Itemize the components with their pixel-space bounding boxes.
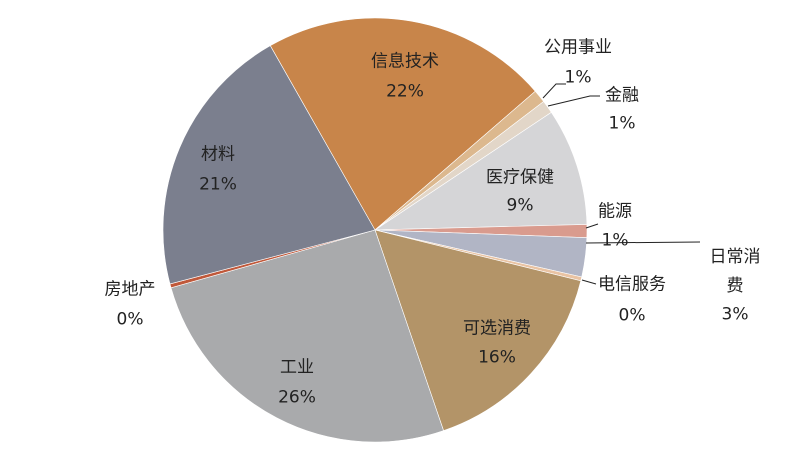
value-label: 3% [721, 304, 749, 325]
leader-line [581, 279, 597, 285]
slice-label: 材料 [201, 144, 235, 165]
value-label: 1% [564, 67, 592, 88]
value-label: 0% [618, 305, 646, 326]
pie-slice [170, 229, 444, 443]
slice-label: 金融 [605, 85, 639, 106]
slice-label: 工业 [280, 357, 314, 378]
leader-line [585, 241, 701, 244]
leader-line [585, 223, 599, 229]
slice-label: 日常消费 [709, 247, 761, 296]
value-label: 0% [116, 309, 144, 330]
slice-label: 公用事业 [544, 37, 612, 58]
slice-label: 电信服务 [598, 274, 666, 295]
value-label: 1% [608, 113, 636, 134]
value-label: 22% [386, 81, 424, 102]
value-label: 26% [278, 387, 316, 408]
value-label: 9% [506, 195, 534, 216]
slice-label: 医疗保健 [486, 167, 554, 188]
pie-slice [373, 111, 588, 231]
leader-line [547, 95, 600, 107]
value-label: 1% [601, 230, 629, 251]
value-label: 21% [199, 174, 237, 195]
slice-label: 能源 [598, 201, 632, 222]
value-label: 16% [478, 347, 516, 368]
leader-line [542, 83, 566, 99]
slice-label: 房地产 [104, 279, 156, 300]
pie-slice [269, 17, 536, 231]
pie-slice [162, 45, 376, 285]
slice-label: 信息技术 [371, 51, 439, 72]
slice-label: 可选消费 [463, 318, 531, 339]
